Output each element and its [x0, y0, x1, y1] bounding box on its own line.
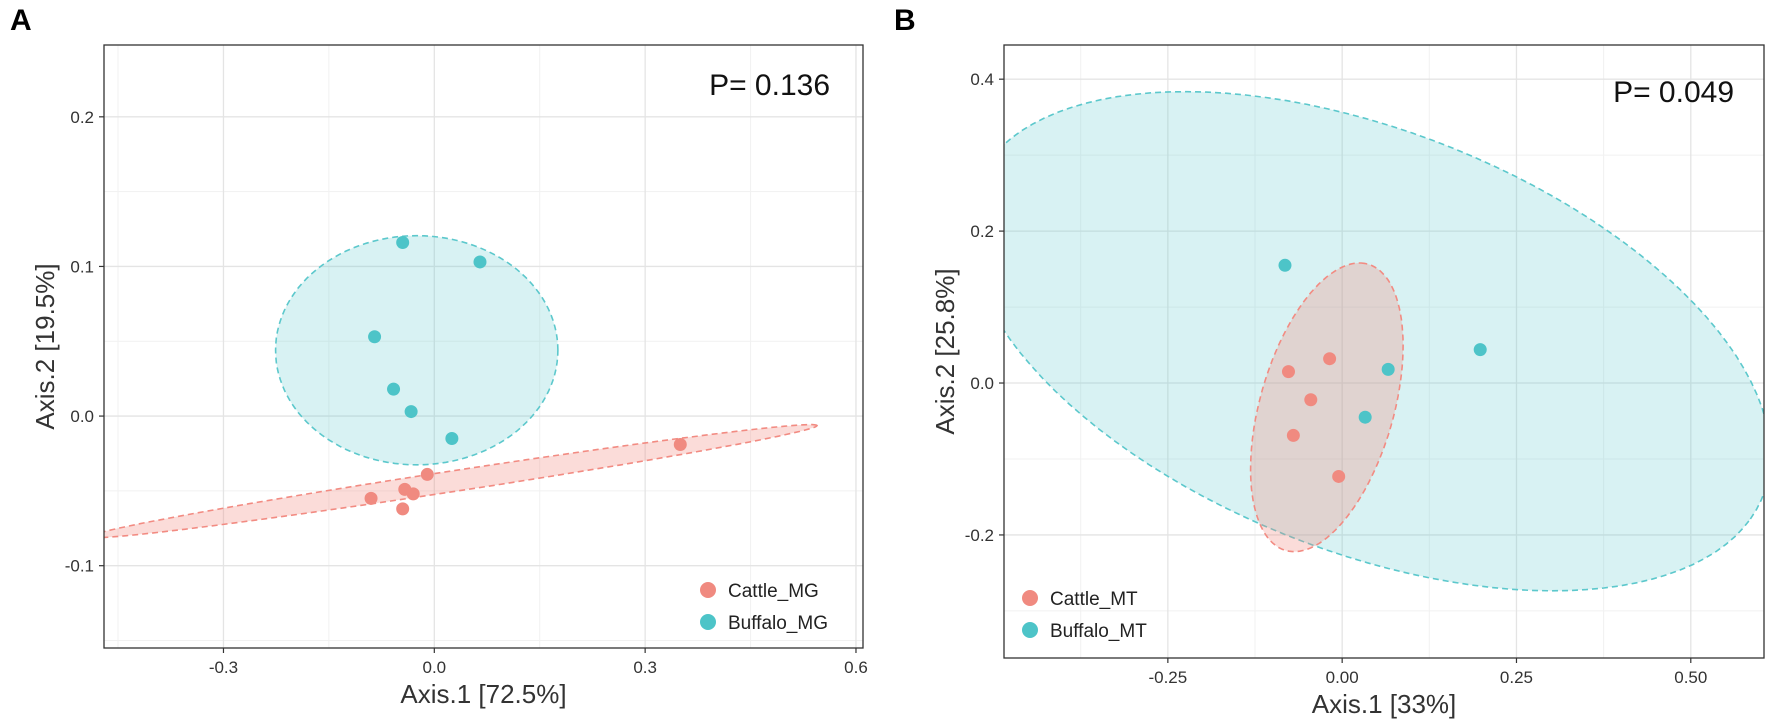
legend: Cattle_MT Buffalo_MT: [1022, 589, 1147, 642]
y-tick-label: -0.2: [965, 526, 994, 545]
data-point-cattle-mt: [1332, 469, 1346, 483]
panel-label: A: [10, 4, 32, 37]
y-axis-title: Axis.2 [19.5%]: [30, 263, 60, 429]
data-point-cattle-mt: [1304, 393, 1318, 407]
confidence-ellipse-buffalo-mg: [274, 234, 559, 466]
confidence-ellipse-buffalo-mt: [1004, 90, 1764, 592]
data-point-buffalo-mg: [387, 382, 401, 396]
y-tick-label: 0.2: [70, 108, 94, 127]
data-point-buffalo-mt: [1473, 343, 1487, 357]
plot-area-b: [1004, 45, 1764, 658]
legend-swatch-buffalo-mg: [700, 614, 716, 630]
data-point-buffalo-mg: [445, 432, 459, 446]
x-tick-label: 0.0: [422, 658, 446, 677]
data-point-buffalo-mg: [473, 255, 487, 269]
ellipse-layer: [104, 234, 819, 539]
y-tick-label: -0.1: [65, 557, 94, 576]
panel-b: -0.25 0.00 0.25 0.50 -0.2 0.0 0.2 0.4 Axis.1 [33…: [894, 4, 1765, 719]
legend: Cattle_MG Buffalo_MG: [700, 581, 828, 634]
data-point-cattle-mg: [420, 467, 434, 481]
y-tick-label: 0.4: [970, 70, 994, 89]
legend-label: Buffalo_MT: [1050, 621, 1147, 642]
y-axis-title: Axis.2 [25.8%]: [930, 268, 960, 434]
data-point-cattle-mg: [673, 438, 687, 452]
data-point-cattle-mg: [396, 502, 410, 516]
panel-a: -0.3 0.0 0.3 0.6 -0.1 0.0 0.1 0.2 Axis.1 [72.5%]…: [10, 4, 868, 709]
plot-area-a: [104, 45, 863, 648]
x-axis-title: Axis.1 [33%]: [1312, 689, 1457, 719]
y-tick-label: 0.0: [970, 374, 994, 393]
legend-label: Buffalo_MG: [728, 613, 828, 634]
confidence-ellipse-cattle-mt: [1249, 262, 1404, 553]
x-tick-label: 0.50: [1674, 668, 1707, 687]
legend-label: Cattle_MT: [1050, 589, 1138, 610]
plot-frame-b: [1003, 44, 1765, 659]
data-point-cattle-mg: [398, 482, 412, 496]
x-tick-label: -0.25: [1148, 668, 1187, 687]
x-tick-label: 0.25: [1500, 668, 1533, 687]
p-value-annotation: P= 0.136: [709, 69, 830, 102]
legend-swatch-cattle-mt: [1022, 590, 1038, 606]
x-tick-label: 0.00: [1326, 668, 1359, 687]
y-tick-label: 0.1: [70, 257, 94, 276]
data-point-buffalo-mt: [1278, 258, 1292, 272]
legend-swatch-buffalo-mt: [1022, 622, 1038, 638]
data-point-buffalo-mg: [368, 330, 382, 344]
confidence-ellipse-cattle-mg: [104, 423, 819, 539]
x-axis-title: Axis.1 [72.5%]: [400, 679, 566, 709]
data-point-cattle-mt: [1286, 428, 1300, 442]
x-tick-label: 0.3: [633, 658, 657, 677]
x-tick-label: 0.6: [844, 658, 868, 677]
ellipse-layer: [1004, 90, 1764, 592]
y-tick-label: 0.2: [970, 222, 994, 241]
p-value-annotation: P= 0.049: [1613, 76, 1734, 109]
plot-frame-a: [103, 44, 864, 649]
legend-swatch-cattle-mg: [700, 582, 716, 598]
y-tick-label: 0.0: [70, 407, 94, 426]
data-point-buffalo-mg: [404, 405, 418, 419]
data-point-cattle-mt: [1281, 365, 1295, 379]
data-point-buffalo-mg: [396, 236, 410, 250]
panel-label: B: [894, 4, 916, 37]
x-tick-label: -0.3: [209, 658, 238, 677]
data-point-cattle-mt: [1323, 352, 1337, 366]
data-point-buffalo-mt: [1358, 410, 1372, 424]
legend-label: Cattle_MG: [728, 581, 819, 602]
data-point-buffalo-mt: [1381, 362, 1395, 376]
data-point-cattle-mg: [364, 491, 378, 505]
